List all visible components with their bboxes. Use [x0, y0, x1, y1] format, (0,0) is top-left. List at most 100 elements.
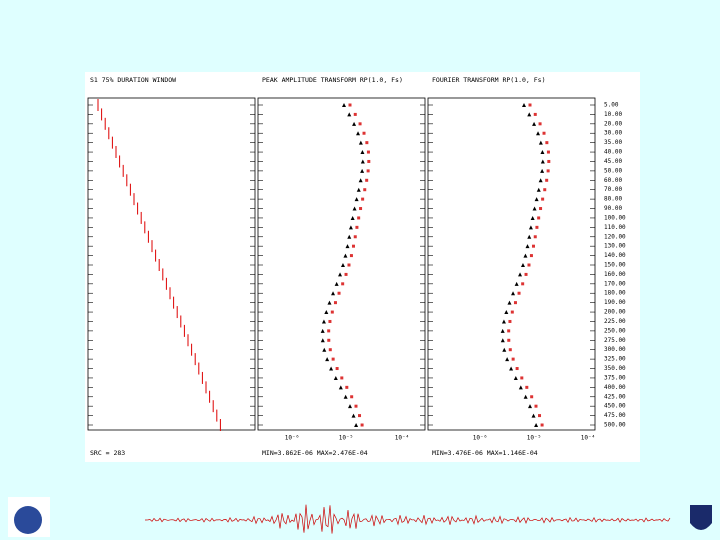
marker-square — [533, 112, 537, 116]
marker-triangle — [532, 121, 537, 126]
marker-triangle — [540, 168, 545, 173]
row-label: 375.00 — [604, 374, 626, 381]
marker-triangle — [356, 187, 361, 192]
marker-triangle — [325, 357, 330, 362]
row-label: 60.00 — [604, 177, 622, 184]
marker-triangle — [347, 404, 352, 409]
marker-square — [515, 367, 519, 371]
panel-footer: MIN=3.862E-06 MAX=2.476E-04 — [262, 449, 368, 457]
marker-square — [507, 338, 511, 342]
marker-square — [524, 272, 528, 276]
marker-square — [367, 159, 371, 163]
logo-shield — [690, 505, 712, 530]
marker-square — [508, 348, 512, 352]
marker-triangle — [352, 206, 357, 211]
row-label: 350.00 — [604, 365, 626, 372]
marker-square — [507, 329, 511, 333]
marker-square — [354, 404, 358, 408]
panel-footer: MIN=3.476E-06 MAX=1.146E-04 — [432, 449, 538, 457]
marker-square — [543, 188, 547, 192]
row-label: 300.00 — [604, 346, 626, 353]
marker-square — [545, 141, 549, 145]
marker-triangle — [520, 263, 525, 267]
row-label: 50.00 — [604, 167, 622, 174]
panel-title: PEAK AMPLITUDE TRANSFORM RP(1.0, Fs) — [262, 76, 403, 84]
panel-title: FOURIER TRANSFORM RP(1.0, Fs) — [432, 76, 546, 84]
marker-square — [547, 159, 551, 163]
row-label: 425.00 — [604, 393, 626, 400]
marker-triangle — [354, 197, 359, 202]
marker-triangle — [342, 103, 346, 107]
row-label: 250.00 — [604, 327, 626, 334]
plot-area — [85, 72, 640, 462]
marker-square — [528, 103, 532, 107]
marker-triangle — [538, 178, 543, 183]
marker-triangle — [500, 338, 505, 343]
marker-triangle — [504, 310, 509, 315]
marker-square — [328, 348, 332, 352]
marker-square — [331, 357, 335, 361]
marker-triangle — [322, 347, 327, 352]
row-label: 10.00 — [604, 111, 622, 118]
row-label: 35.00 — [604, 139, 622, 146]
row-label: 40.00 — [604, 149, 622, 156]
marker-triangle — [536, 131, 541, 136]
marker-triangle — [518, 272, 523, 277]
marker-triangle — [360, 168, 365, 173]
frame — [427, 97, 596, 431]
marker-square — [337, 291, 341, 295]
marker-triangle — [358, 178, 363, 183]
marker-triangle — [324, 310, 329, 315]
row-label: 275.00 — [604, 337, 626, 344]
marker-square — [534, 404, 538, 408]
marker-triangle — [507, 300, 512, 305]
marker-triangle — [532, 206, 537, 211]
panel-footer: SRC = 283 — [90, 449, 125, 457]
marker-square — [335, 367, 339, 371]
marker-square — [527, 263, 531, 267]
marker-triangle — [511, 291, 516, 296]
marker-square — [358, 414, 362, 418]
marker-triangle — [347, 234, 352, 239]
marker-triangle — [536, 187, 541, 192]
row-label: 100.00 — [604, 214, 626, 221]
marker-triangle — [523, 394, 528, 399]
marker-triangle — [333, 375, 338, 380]
frame — [257, 97, 426, 431]
row-label: 45.00 — [604, 158, 622, 165]
marker-square — [362, 131, 366, 135]
marker-triangle — [538, 140, 543, 145]
row-label: 150.00 — [604, 262, 626, 269]
marker-square — [540, 423, 544, 427]
marker-square — [357, 216, 361, 220]
marker-triangle — [340, 263, 345, 267]
marker-triangle — [354, 423, 359, 427]
marker-square — [537, 216, 541, 220]
marker-square — [366, 169, 370, 173]
marker-square — [355, 225, 359, 229]
axis-label: 10⁻⁵ — [527, 435, 541, 442]
marker-triangle — [343, 253, 348, 258]
marker-triangle — [540, 159, 545, 164]
marker-triangle — [350, 215, 355, 220]
row-label: 80.00 — [604, 196, 622, 203]
frames — [87, 97, 596, 431]
marker-triangle — [530, 215, 535, 220]
marker-square — [546, 169, 550, 173]
marker-square — [545, 178, 549, 182]
marker-triangle — [528, 225, 533, 230]
marker-square — [363, 188, 367, 192]
row-label: 160.00 — [604, 271, 626, 278]
row-label: 90.00 — [604, 205, 622, 212]
marker-triangle — [523, 253, 528, 258]
row-label: 110.00 — [604, 224, 626, 231]
marker-square — [340, 376, 344, 380]
row-label: 170.00 — [604, 280, 626, 287]
marker-square — [508, 319, 512, 323]
marker-triangle — [509, 366, 514, 371]
row-label: 225.00 — [604, 318, 626, 325]
marker-triangle — [534, 197, 539, 202]
seismogram — [144, 504, 671, 534]
